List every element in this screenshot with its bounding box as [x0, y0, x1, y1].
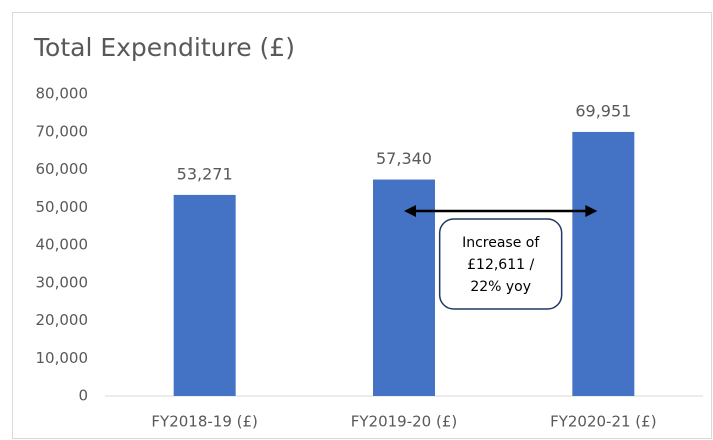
- data-label: 57,340: [376, 149, 432, 168]
- arrow-head: [404, 205, 416, 217]
- data-label: 69,951: [575, 101, 631, 120]
- arrow-head: [585, 205, 598, 217]
- bar: [173, 194, 236, 396]
- x-tick-label: FY2018-19 (£): [151, 413, 257, 431]
- y-tick-label: 30,000: [36, 273, 89, 291]
- y-tick-label: 0: [78, 387, 88, 405]
- x-tick-label: FY2019-20 (£): [351, 413, 457, 431]
- annotation-box: [438, 218, 563, 310]
- annotation-text: 22% yoy: [470, 279, 531, 295]
- y-tick-label: 20,000: [36, 311, 89, 329]
- y-tick-label: 80,000: [36, 85, 89, 103]
- y-tick-label: 60,000: [36, 160, 89, 178]
- y-tick-label: 10,000: [36, 349, 89, 367]
- y-tick-label: 50,000: [36, 198, 89, 216]
- data-label: 53,271: [177, 164, 233, 183]
- y-tick-label: 70,000: [36, 122, 89, 140]
- bar: [373, 179, 435, 396]
- annotation-text: £12,611 /: [467, 257, 534, 273]
- y-tick-label: 40,000: [36, 236, 89, 254]
- bar: [572, 131, 635, 396]
- annotation-text: Increase of: [462, 235, 540, 251]
- chart-title: Total Expenditure (£): [33, 33, 295, 62]
- x-tick-label: FY2020-21 (£): [550, 413, 656, 431]
